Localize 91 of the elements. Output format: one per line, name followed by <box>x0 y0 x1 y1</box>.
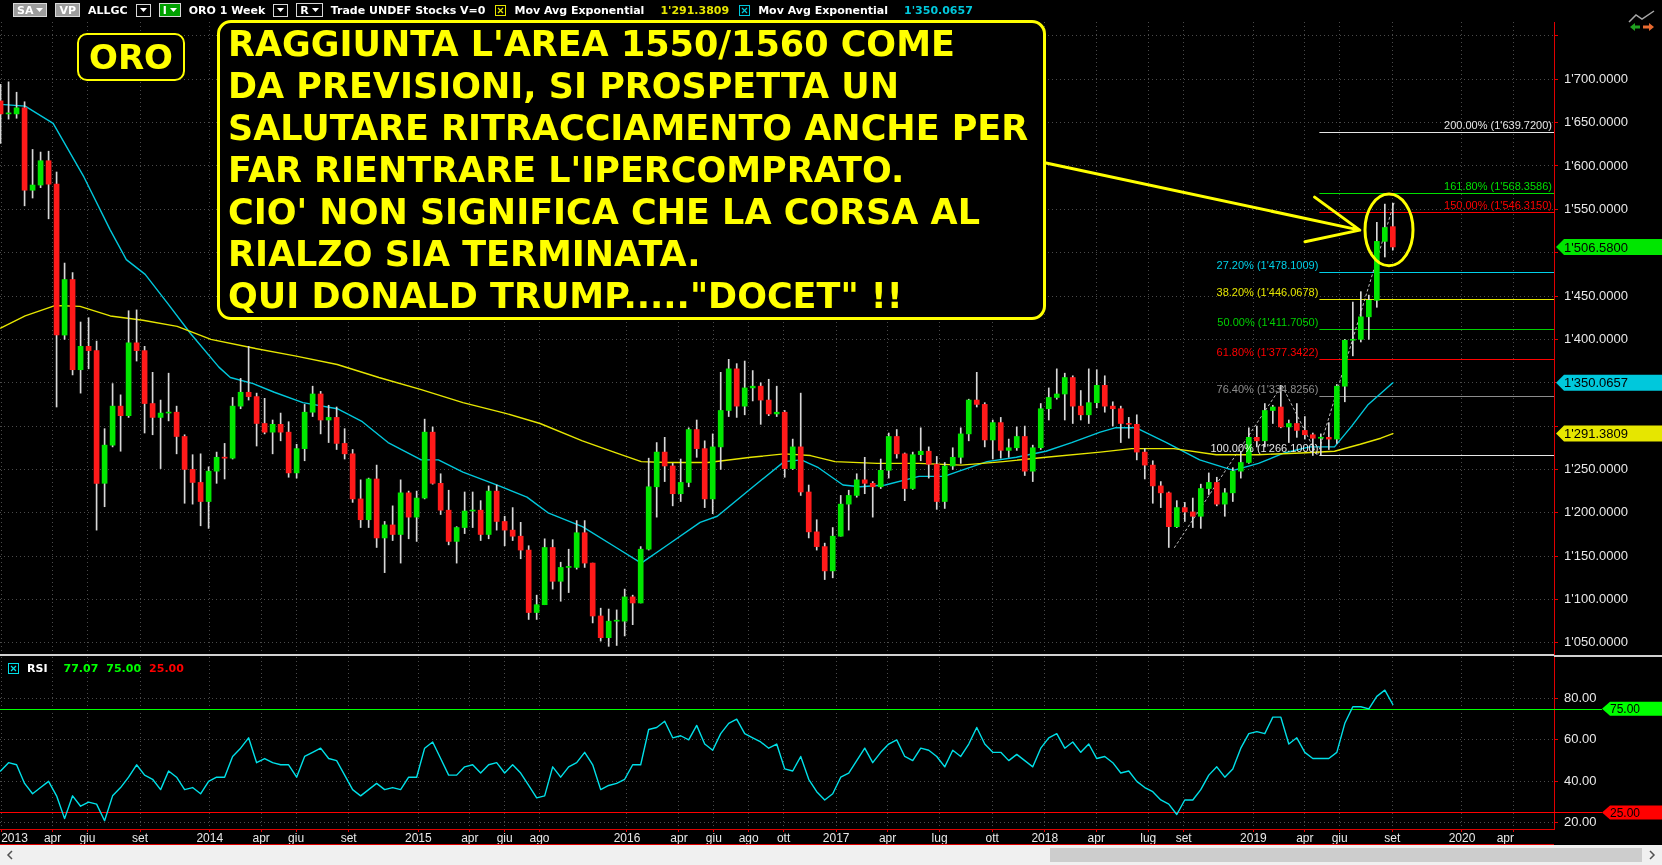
text: 1'350.0657 <box>904 3 973 17</box>
y-tick-label: 1'100.0000 <box>1564 591 1628 607</box>
x-tick-label: apr <box>1296 830 1314 845</box>
x-tick-label: apr <box>43 830 62 845</box>
candlestick <box>1005 438 1012 458</box>
x-tick-label: ago <box>738 830 760 845</box>
x-tick-label: set <box>132 830 149 845</box>
candlestick <box>861 456 868 495</box>
x-tick-label: 2018 <box>1031 830 1059 845</box>
text: 25.00 <box>149 662 184 675</box>
ref-line-label: 161.80% (1'568.3586) <box>1444 180 1552 193</box>
ref-line-label: 75.00 <box>106 662 142 675</box>
x-tick-label: 2019 <box>1240 830 1268 845</box>
candlestick <box>1085 368 1092 424</box>
text: Trade UNDEF Stocks V=0 <box>330 3 486 17</box>
candlestick <box>565 548 572 593</box>
x-tick-label: 2017 <box>822 830 850 845</box>
y-tick-label: 1'400.0000 <box>1564 330 1628 346</box>
text: ORO <box>77 33 185 81</box>
text: 1'291.3809 <box>660 3 730 17</box>
annotation: 77.07 <box>63 662 99 675</box>
ref-line-label: 61.80% (1'377.3422) <box>1216 346 1319 359</box>
candlestick <box>1189 497 1196 528</box>
y-tick-label: 1'050.0000 <box>1564 634 1628 650</box>
text: 1'506.5800 <box>1564 239 1628 255</box>
candlestick <box>917 427 924 462</box>
candlestick <box>1269 404 1276 424</box>
candlestick <box>1157 481 1164 508</box>
x-tick-label: apr <box>1496 830 1514 845</box>
candlestick <box>869 481 876 518</box>
candlestick <box>1109 401 1116 427</box>
y-tick-label: 1'550.0000 <box>1564 200 1628 216</box>
annotation: RAGGIUNTA L'AREA 1550/1560 COME DA PREVISIONI, SI PROSPETTA UN SALUTARE RITRACCIAMENTO ANCHE PER FAR RIENTRARE L'IPERCOMPRATO. CIO' NON SIGNIFICA CHE LA CORSA AL RIALZO SIA TERMINATA. QUI DONALD TRUMP....."DOCET" !! <box>217 20 1046 320</box>
x-tick-label: set <box>1175 830 1193 845</box>
candlestick <box>1181 502 1188 522</box>
text: ALLGC <box>88 3 128 17</box>
candlestick <box>613 609 620 646</box>
x-tick-label: ott <box>776 830 791 845</box>
candlestick <box>1301 416 1308 440</box>
x-tick-label: ott <box>985 830 1000 845</box>
y-tick-label: 1'150.0000 <box>1564 547 1628 563</box>
candlestick <box>973 371 980 408</box>
ref-line-label: 25.00 <box>1610 805 1641 820</box>
y-tick-label: 1'700.0000 <box>1564 70 1628 86</box>
candlestick <box>1053 368 1060 400</box>
ref-line-label: 38.20% (1'446.0678) <box>1216 286 1319 299</box>
y-tick-label: 1'200.0000 <box>1564 504 1628 520</box>
x-tick-label: ago <box>529 830 550 845</box>
candlestick <box>1349 301 1356 357</box>
x-tick-label: 2016 <box>613 830 641 845</box>
line-series <box>1174 202 1395 548</box>
ref-line-label: 27.20% (1'478.1009) <box>1216 258 1319 271</box>
ref-line-label: 50.00% (1'411.7050) <box>1217 316 1319 329</box>
x-tick-label: 2013 <box>1 830 29 845</box>
text: ORO 1 Week <box>188 3 266 17</box>
dropdown-button: SA <box>13 3 48 17</box>
ref-line-label: 150.00% (1'546.3150) <box>1444 199 1552 212</box>
text: 75.00 <box>1610 702 1641 717</box>
candlestick <box>1285 419 1292 443</box>
y-tick-label: 80.00 <box>1564 690 1597 706</box>
x-tick-label: 2020 <box>1448 830 1476 845</box>
x-tick-label: apr <box>878 830 897 845</box>
y-tick-label: 40.00 <box>1564 772 1597 788</box>
y-tick-label: 1'250.0000 <box>1564 461 1628 477</box>
text: 1'350.0657 <box>1564 375 1628 391</box>
button: VP <box>55 3 80 17</box>
dropdown-button: R <box>296 3 323 17</box>
y-tick-label: 1'650.0000 <box>1564 114 1628 130</box>
y-tick-label: 1'450.0000 <box>1564 287 1628 303</box>
legend-label: Mov Avg Exponential <box>514 3 645 17</box>
x-tick-label: 2015 <box>405 830 433 845</box>
text: 1'291.3809 <box>1564 426 1628 442</box>
candlestick <box>1317 433 1324 456</box>
candlestick <box>845 489 852 531</box>
candlestick <box>629 594 636 625</box>
legend-label: Mov Avg Exponential <box>758 3 889 17</box>
x-tick-label: apr <box>252 830 270 845</box>
y-tick-label: 60.00 <box>1564 731 1597 747</box>
dropdown-button: I <box>158 3 181 17</box>
ref-line-label: 200.00% (1'639.7200) <box>1444 118 1552 131</box>
x-tick-label: apr <box>461 830 479 845</box>
x-tick-label: 2014 <box>196 830 224 845</box>
x-tick-label: apr <box>1087 830 1105 845</box>
x-tick-label: set <box>340 830 358 845</box>
y-tick-label: 1'600.0000 <box>1564 157 1628 173</box>
legend-label: RSI <box>27 662 48 675</box>
candlestick <box>1293 403 1300 438</box>
x-tick-label: set <box>1384 830 1401 845</box>
candlestick <box>1125 417 1132 439</box>
y-tick-label: 20.00 <box>1564 814 1597 830</box>
x-tick-label: apr <box>670 830 688 845</box>
